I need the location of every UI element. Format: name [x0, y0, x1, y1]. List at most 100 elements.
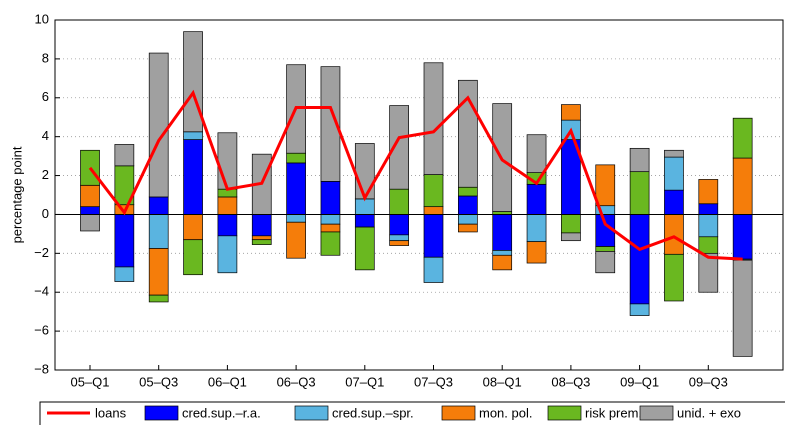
bar-segment [80, 206, 100, 215]
bar-segment [698, 203, 719, 215]
bar-segment [698, 252, 719, 293]
legend-swatch [294, 405, 329, 421]
bar-segment [389, 234, 409, 242]
x-tick-label: 07–Q1 [345, 374, 384, 389]
bar-segment [526, 134, 547, 173]
y-tick-label: 0 [42, 206, 49, 221]
bar-segment [286, 152, 306, 164]
bar-segment [286, 221, 306, 259]
bar-segment [664, 149, 684, 158]
bar-segment [526, 214, 547, 243]
bar-segment [251, 235, 272, 241]
bar-segment [217, 235, 238, 274]
x-tick-label: 05–Q3 [139, 374, 178, 389]
bar-segment [183, 131, 203, 140]
y-tick-label: 4 [42, 128, 49, 143]
bar-segment [354, 198, 375, 215]
legend-swatch [639, 405, 674, 421]
bar-segment [458, 195, 478, 215]
bar-segment [148, 52, 169, 198]
bar-segment [595, 246, 616, 252]
bar-segment [148, 196, 169, 215]
y-tick-label: −6 [34, 323, 49, 338]
bar-segment [354, 214, 375, 228]
bar-segment [217, 196, 238, 215]
x-tick-label: 07–Q3 [414, 374, 453, 389]
bar-segment [664, 189, 684, 215]
legend-box [39, 401, 785, 425]
bar-segment [732, 259, 753, 357]
bar-segment [458, 223, 478, 233]
plot-area [55, 20, 783, 370]
bar-segment [320, 214, 341, 225]
bar-segment [423, 256, 444, 283]
bar-segment [561, 104, 581, 121]
x-tick-label: 05–Q1 [70, 374, 109, 389]
y-tick-label: −8 [34, 361, 49, 376]
bar-segment [183, 31, 203, 133]
bar-segment [423, 174, 444, 208]
bar-segment [458, 214, 478, 225]
bar-segment [114, 214, 135, 268]
bar-segment [286, 214, 306, 223]
y-tick-label: 2 [42, 167, 49, 182]
bar-segment [114, 266, 135, 282]
legend-swatch [441, 405, 476, 421]
x-tick-label: 08–Q3 [551, 374, 590, 389]
bar-segment [389, 214, 409, 236]
bar-segment [664, 253, 684, 302]
y-tick-label: 8 [42, 50, 49, 65]
bar-segment [423, 62, 444, 175]
y-tick-label: −4 [34, 284, 49, 299]
legend-label: cred.sup.–r.a. [182, 405, 261, 420]
legend-swatch [547, 405, 582, 421]
bar-segment [492, 250, 513, 256]
bar-segment [183, 214, 203, 241]
bar-segment [629, 303, 650, 316]
bar-segment [354, 226, 375, 271]
bar-segment [183, 239, 203, 276]
bar-segment [732, 117, 753, 159]
legend-label: cred.sup.–spr. [332, 405, 414, 420]
line-series [88, 89, 743, 261]
bar-segment [629, 147, 650, 173]
bar-segment [286, 162, 306, 215]
bar-segment [80, 214, 100, 232]
bar-segment [320, 181, 341, 215]
x-tick-label: 09–Q3 [689, 374, 728, 389]
bar-segment [251, 239, 272, 245]
y-tick-label: −2 [34, 245, 49, 260]
bar-segment [320, 66, 341, 182]
bar-segment [458, 186, 478, 197]
bar-segment [629, 214, 650, 305]
bar-segment [492, 214, 513, 251]
bar-segment [423, 214, 444, 258]
bar-segment [320, 223, 341, 233]
bar-segment [595, 164, 616, 207]
bar-segment [389, 240, 409, 246]
y-tick-label: 6 [42, 89, 49, 104]
bar-segment [732, 157, 753, 215]
bar-segment [423, 206, 444, 215]
legend-label: unid. + exo [677, 405, 741, 420]
bar-segment [732, 214, 753, 260]
legend-swatch [144, 405, 179, 421]
x-tick-label: 06–Q1 [208, 374, 247, 389]
legend-label: loans [95, 405, 127, 420]
bar-segment [664, 156, 684, 191]
y-axis-label: percentage point [9, 146, 24, 243]
x-tick-label: 09–Q1 [620, 374, 659, 389]
bar-segment [561, 232, 581, 242]
bar-segment [492, 254, 513, 271]
bar-segment [354, 143, 375, 200]
bar-segment [664, 214, 684, 255]
bar-segment [217, 214, 238, 237]
plot-frame [54, 19, 784, 371]
bar-segment [526, 183, 547, 215]
bar-segment [183, 139, 203, 215]
bar-segment [217, 132, 238, 190]
bar-segment [80, 184, 100, 208]
bar-segment [595, 251, 616, 274]
legend-label: risk prem. [585, 405, 642, 420]
